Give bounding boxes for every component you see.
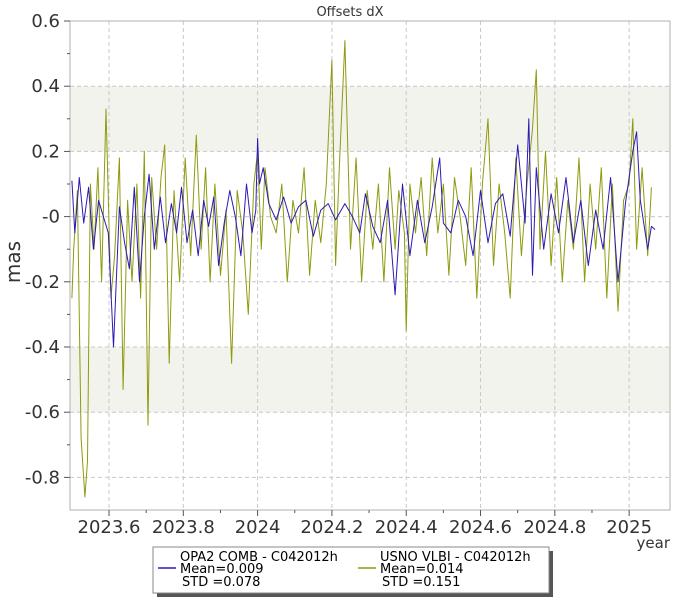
y-tick-label: -0.4 <box>25 337 60 358</box>
x-tick-label: 2023.8 <box>152 517 215 538</box>
x-axis-title: year <box>637 534 671 552</box>
x-tick-label: 2024.4 <box>375 517 438 538</box>
series-line-opa2-comb <box>71 118 656 348</box>
plot-area <box>69 20 671 511</box>
legend-usno-std: STD =0.151 <box>382 575 460 590</box>
chart-title: Offsets dX <box>316 5 383 20</box>
y-tick-label: -0.6 <box>25 402 60 423</box>
x-tick-label: 2024.6 <box>449 517 512 538</box>
x-axis: 2023.6 2023.8 2024 2024.2 2024.4 2024.6 2024.8… <box>78 510 652 538</box>
y-tick-label: 0.6 <box>31 11 60 32</box>
series-opa2-comb <box>71 118 656 348</box>
legend-opa-name: OPA2 COMB - C042012h <box>180 550 338 565</box>
legend-opa-mean: Mean=0.009 <box>180 562 264 577</box>
legend-usno-mean: Mean=0.014 <box>380 562 464 577</box>
x-tick-label: 2024 <box>235 517 281 538</box>
legend-usno-name: USNO VLBI - C042012h <box>380 550 531 565</box>
y-axis-title: mas <box>1 241 25 283</box>
y-axis: 0.6 0.4 0.2 -0 -0.2 -0.4 -0.6 -0.8 <box>25 11 70 488</box>
x-tick-label: 2024.8 <box>523 517 586 538</box>
legend-opa-std: STD =0.078 <box>182 575 260 590</box>
series-usno-vlbi <box>71 40 652 498</box>
y-tick-label: -0.8 <box>25 467 60 488</box>
shaded-band-1 <box>70 347 670 413</box>
legend-box <box>152 546 550 594</box>
x-tick-label: 2025 <box>606 517 652 538</box>
x-tick-label: 2023.6 <box>78 517 141 538</box>
shaded-band-0 <box>70 86 670 152</box>
y-tick-label: -0.2 <box>25 272 60 293</box>
legend: OPA2 COMB - C042012h Mean=0.009 STD =0.0… <box>152 546 553 597</box>
x-tick-label: 2024.2 <box>300 517 363 538</box>
series-line-usno-vlbi <box>71 40 652 498</box>
y-tick-label: 0.4 <box>31 76 60 97</box>
y-tick-label: 0.2 <box>31 141 60 162</box>
shaded-bands <box>70 86 670 413</box>
plot-frame <box>69 20 671 511</box>
y-tick-label: -0 <box>42 207 60 228</box>
